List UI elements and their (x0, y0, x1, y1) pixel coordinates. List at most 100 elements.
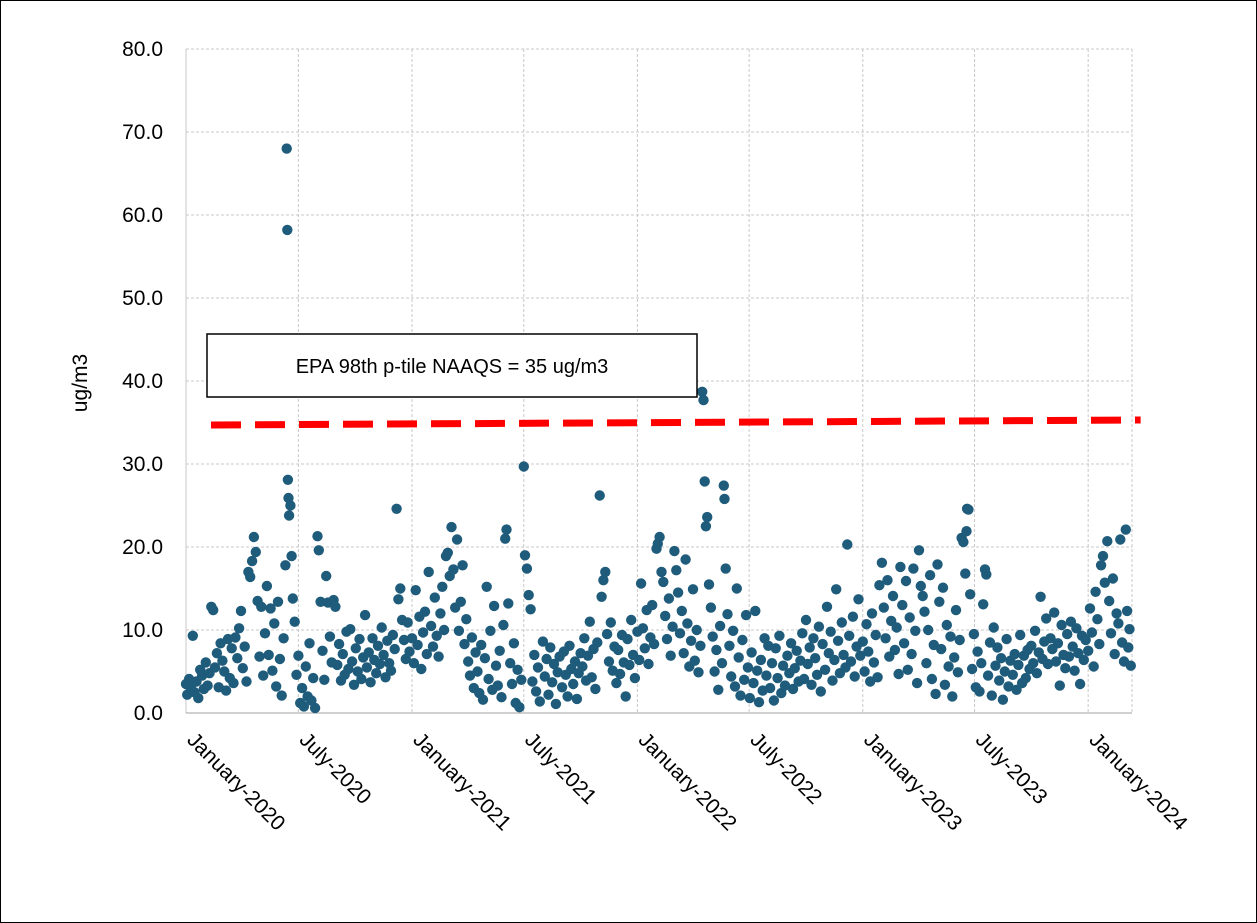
data-point (629, 672, 641, 684)
data-point (241, 676, 252, 687)
data-point (643, 658, 654, 670)
data-point (1007, 669, 1018, 680)
data-point (598, 575, 609, 586)
data-point (737, 634, 748, 646)
data-point (398, 634, 410, 646)
data-point (461, 614, 472, 625)
data-point (676, 605, 687, 617)
data-point (779, 680, 791, 691)
data-point (259, 628, 271, 639)
data-point (265, 603, 276, 614)
data-point (880, 633, 891, 644)
data-point (371, 668, 382, 679)
data-point (429, 592, 440, 603)
data-point (402, 617, 413, 628)
data-point (1049, 607, 1060, 618)
data-point (506, 678, 518, 690)
data-point (678, 648, 689, 659)
data-point (742, 662, 754, 673)
data-point (365, 677, 376, 688)
data-point (248, 531, 260, 543)
data-point (1097, 550, 1109, 562)
data-point (813, 621, 825, 632)
data-point (433, 651, 444, 662)
data-point (898, 638, 910, 649)
threshold-annotation-label: EPA 98th p-tile NAAQS = 35 ug/m3 (296, 356, 609, 378)
data-point (785, 638, 797, 649)
data-point (523, 589, 534, 601)
data-point (446, 521, 457, 533)
data-point (579, 633, 590, 644)
data-point (346, 656, 358, 667)
data-point (568, 678, 579, 690)
data-point (232, 653, 243, 664)
data-point (230, 632, 241, 643)
data-point (950, 604, 962, 616)
data-point (1015, 629, 1026, 641)
data-point (1123, 642, 1134, 653)
data-point (525, 604, 536, 615)
data-point (1060, 663, 1071, 674)
data-point (857, 636, 868, 647)
data-point (635, 578, 647, 589)
data-point (451, 534, 463, 545)
data-point (663, 593, 675, 604)
data-point (453, 625, 465, 636)
y-tick-label: 40.0 (122, 370, 163, 393)
data-point (361, 662, 373, 673)
data-point (674, 628, 686, 639)
data-point (902, 664, 913, 675)
data-point (613, 644, 624, 656)
data-point (389, 643, 400, 655)
data-point (1069, 665, 1080, 676)
data-point (187, 630, 198, 641)
data-point (746, 647, 757, 658)
data-point (729, 681, 741, 692)
data-point (1078, 654, 1090, 666)
data-point (913, 545, 925, 556)
data-point (477, 694, 489, 705)
data-point (872, 672, 883, 683)
data-point (620, 691, 631, 702)
x-tick-label: January-2024 (1085, 728, 1192, 835)
data-point (269, 618, 280, 629)
data-point (611, 677, 622, 689)
data-point (800, 614, 812, 626)
data-point (904, 612, 915, 623)
data-point (861, 619, 872, 630)
data-point (530, 686, 542, 697)
data-point (972, 646, 983, 657)
data-point (658, 576, 669, 588)
data-point (455, 596, 466, 607)
data-point (1063, 651, 1075, 662)
x-tick-label: January-2023 (859, 728, 966, 835)
data-point (887, 590, 899, 602)
data-point (547, 677, 558, 688)
data-point (878, 602, 889, 613)
data-point (789, 663, 800, 674)
data-point (889, 644, 901, 656)
data-point (1001, 633, 1012, 645)
data-point (986, 690, 997, 701)
y-tick-label: 80.0 (122, 38, 163, 61)
data-point (419, 606, 431, 617)
data-point (908, 563, 919, 574)
y-axis-ticks: 0.0 10.0 20.0 30.0 40.0 50.0 60.0 70.0 80.0 (122, 38, 163, 725)
data-point (671, 565, 682, 576)
data-point (859, 666, 870, 677)
data-point (882, 575, 893, 586)
data-point (656, 566, 667, 578)
data-point (782, 650, 793, 661)
data-point (949, 652, 960, 663)
data-point (680, 554, 691, 565)
data-point (965, 589, 976, 600)
data-point (1035, 591, 1046, 602)
data-point (267, 665, 278, 676)
data-point (271, 681, 282, 692)
data-point (1084, 603, 1096, 614)
data-point (714, 620, 726, 632)
data-point (697, 386, 708, 397)
data-point (274, 653, 286, 665)
data-point (698, 394, 709, 406)
data-point (891, 622, 902, 633)
